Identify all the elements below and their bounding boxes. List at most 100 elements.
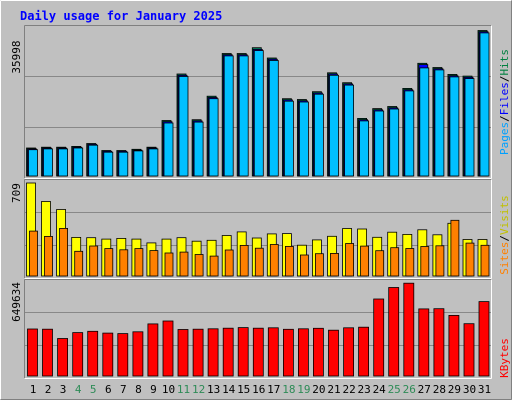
pages-bar [148, 148, 159, 177]
kbytes-bar [222, 327, 234, 377]
kbytes-bar [418, 308, 430, 377]
pages-bar [178, 76, 189, 177]
kbytes-bar [373, 298, 385, 377]
pages-bar [253, 50, 264, 177]
x-tick-label: 3 [60, 383, 67, 396]
kbytes-bar [252, 327, 264, 377]
pages-bar [223, 55, 234, 177]
x-tick-label: 12 [192, 383, 205, 396]
x-tick-label: 26 [403, 383, 416, 396]
sites-bar [269, 244, 279, 277]
pages-bar [434, 69, 445, 177]
sites-bar [330, 252, 339, 277]
pages-bar [58, 148, 68, 177]
pages-bar [118, 151, 129, 177]
kbytes-bar [328, 329, 339, 377]
sites-bar [209, 255, 219, 277]
pages-bar [193, 121, 204, 177]
sites-bar [119, 249, 129, 277]
kbytes-bar [403, 282, 415, 377]
kbytes-bar [282, 328, 294, 377]
pages-bar [464, 78, 475, 177]
pages-bar [28, 149, 38, 177]
sites-bar [104, 248, 114, 277]
sites-bar [74, 250, 84, 277]
kbytes-bar [27, 328, 38, 377]
legend-hits: Hits [498, 49, 511, 76]
sites-bar [119, 249, 129, 277]
sites-bar [314, 253, 324, 277]
pages-bar [178, 76, 189, 177]
pages-bar [344, 84, 355, 177]
x-tick-label: 19 [297, 383, 310, 396]
sites-bar [89, 245, 99, 277]
sites-bar [44, 235, 53, 277]
kbytes-bar [312, 327, 324, 377]
pages-bar [389, 108, 400, 177]
sites-bar [104, 248, 114, 277]
x-tick-label: 20 [312, 383, 325, 396]
kbytes-bar [117, 333, 129, 377]
sites-bar [254, 247, 264, 277]
pages-bar [193, 121, 204, 177]
pages-bar [103, 151, 114, 177]
kbytes-bar [72, 332, 84, 377]
x-tick-label: 13 [207, 383, 220, 396]
sites-bar [59, 227, 68, 277]
kbytes-bar [388, 287, 400, 377]
kbytes-bar [463, 323, 475, 377]
pages-bar [238, 55, 249, 177]
pages-bar [163, 122, 174, 177]
x-tick-label: 17 [267, 383, 280, 396]
pages-bar [283, 100, 294, 177]
sites-bar [179, 251, 189, 277]
x-tick-label: 14 [222, 383, 236, 396]
kbytes-bar [252, 327, 264, 377]
pages-bar [208, 98, 219, 177]
mid-panel-legend: Sites/Visits [498, 195, 511, 275]
pages-bar [479, 32, 490, 177]
kbytes-bar [117, 333, 129, 377]
kbytes-bar [87, 330, 99, 377]
pages-bar [253, 50, 264, 177]
x-tick-label: 22 [342, 383, 355, 396]
pages-bar [389, 108, 400, 177]
sites-bar [179, 251, 189, 277]
bot-panel-max-label: 649634 [10, 282, 23, 322]
sites-bar [44, 235, 53, 277]
kbytes-bar [57, 338, 68, 377]
pages-bar [329, 74, 339, 177]
sites-bar [59, 227, 68, 277]
legend-kbytes: KBytes [498, 338, 511, 378]
sites-bar [149, 250, 159, 277]
kbytes-bar [42, 328, 53, 377]
kbytes-bar [343, 327, 355, 377]
sites-bar [375, 250, 385, 277]
pages-bar [479, 32, 490, 177]
pages-bar [329, 74, 339, 177]
kbytes-bar [267, 327, 279, 377]
x-tick-label: 28 [433, 383, 446, 396]
x-tick-label: 24 [373, 383, 387, 396]
mid-panel-max-label: 709 [10, 183, 23, 203]
sites-bar [330, 252, 339, 277]
kbytes-bar [343, 327, 355, 377]
pages-bar [404, 90, 415, 177]
kbytes-bar [403, 282, 415, 377]
sites-bar [314, 253, 324, 277]
kbytes-bar [237, 327, 249, 377]
x-tick-label: 25 [388, 383, 401, 396]
sites-bar [345, 243, 355, 277]
kbytes-bar [358, 326, 370, 377]
sites-bar [194, 254, 204, 277]
x-tick-label: 21 [327, 383, 340, 396]
sites-bar [89, 245, 99, 277]
kbytes-bar [418, 308, 430, 377]
pages-bar [103, 151, 114, 177]
kbytes-bar [87, 330, 99, 377]
sites-bar [405, 248, 415, 277]
kbytes-bar [132, 331, 144, 377]
kbytes-bar [373, 298, 385, 377]
kbytes-bar [433, 308, 445, 377]
